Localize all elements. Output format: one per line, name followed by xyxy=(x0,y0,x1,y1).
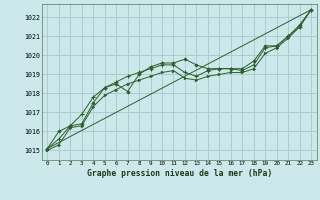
X-axis label: Graphe pression niveau de la mer (hPa): Graphe pression niveau de la mer (hPa) xyxy=(87,169,272,178)
